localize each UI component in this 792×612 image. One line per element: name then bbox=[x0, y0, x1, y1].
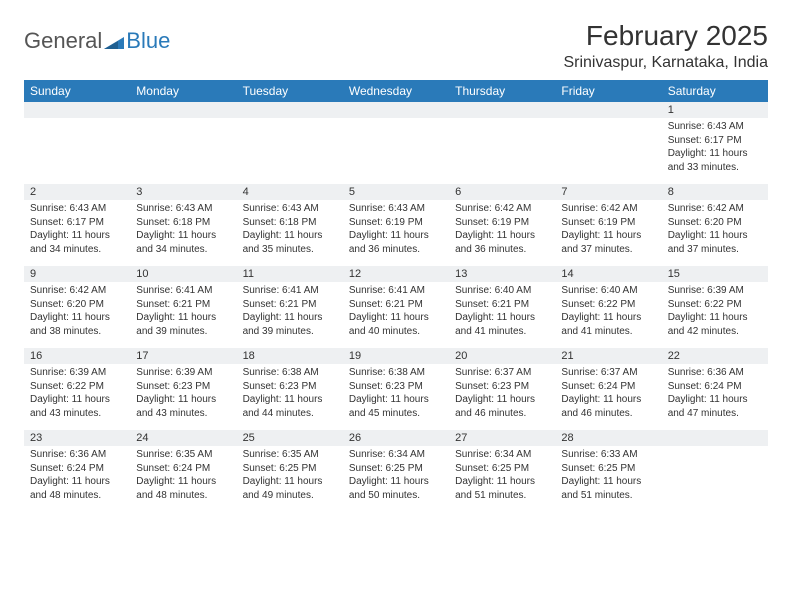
month-title: February 2025 bbox=[563, 20, 768, 52]
day-content-cell bbox=[237, 118, 343, 184]
day-number-cell bbox=[24, 102, 130, 118]
daynum-row: 16171819202122 bbox=[24, 348, 768, 364]
day-number-cell: 14 bbox=[555, 266, 661, 282]
day-content-cell: Sunrise: 6:34 AM Sunset: 6:25 PM Dayligh… bbox=[343, 446, 449, 512]
day-number-cell: 10 bbox=[130, 266, 236, 282]
day-content-cell: Sunrise: 6:39 AM Sunset: 6:22 PM Dayligh… bbox=[24, 364, 130, 430]
day-content-cell: Sunrise: 6:41 AM Sunset: 6:21 PM Dayligh… bbox=[237, 282, 343, 348]
day-number-cell: 28 bbox=[555, 430, 661, 446]
day-number-cell: 9 bbox=[24, 266, 130, 282]
day-number-cell: 21 bbox=[555, 348, 661, 364]
day-content-cell: Sunrise: 6:40 AM Sunset: 6:22 PM Dayligh… bbox=[555, 282, 661, 348]
day-number-cell: 11 bbox=[237, 266, 343, 282]
day-number-cell bbox=[555, 102, 661, 118]
day-content-cell bbox=[130, 118, 236, 184]
day-number-cell: 17 bbox=[130, 348, 236, 364]
weekday-fri: Friday bbox=[555, 80, 661, 102]
day-content-cell bbox=[662, 446, 768, 512]
day-number-cell: 15 bbox=[662, 266, 768, 282]
day-content-cell: Sunrise: 6:41 AM Sunset: 6:21 PM Dayligh… bbox=[130, 282, 236, 348]
content-row: Sunrise: 6:42 AM Sunset: 6:20 PM Dayligh… bbox=[24, 282, 768, 348]
day-number-cell: 20 bbox=[449, 348, 555, 364]
weekday-tue: Tuesday bbox=[237, 80, 343, 102]
day-number-cell: 13 bbox=[449, 266, 555, 282]
day-content-cell: Sunrise: 6:40 AM Sunset: 6:21 PM Dayligh… bbox=[449, 282, 555, 348]
day-number-cell: 1 bbox=[662, 102, 768, 118]
calendar-page: General Blue February 2025 Srinivaspur, … bbox=[0, 0, 792, 532]
day-content-cell: Sunrise: 6:42 AM Sunset: 6:19 PM Dayligh… bbox=[449, 200, 555, 266]
day-content-cell: Sunrise: 6:43 AM Sunset: 6:18 PM Dayligh… bbox=[130, 200, 236, 266]
title-block: February 2025 Srinivaspur, Karnataka, In… bbox=[563, 20, 768, 72]
day-number-cell: 18 bbox=[237, 348, 343, 364]
page-header: General Blue February 2025 Srinivaspur, … bbox=[24, 20, 768, 72]
content-row: Sunrise: 6:39 AM Sunset: 6:22 PM Dayligh… bbox=[24, 364, 768, 430]
day-content-cell: Sunrise: 6:42 AM Sunset: 6:19 PM Dayligh… bbox=[555, 200, 661, 266]
content-row: Sunrise: 6:36 AM Sunset: 6:24 PM Dayligh… bbox=[24, 446, 768, 512]
day-content-cell: Sunrise: 6:43 AM Sunset: 6:17 PM Dayligh… bbox=[662, 118, 768, 184]
daynum-row: 9101112131415 bbox=[24, 266, 768, 282]
day-number-cell bbox=[343, 102, 449, 118]
day-content-cell bbox=[449, 118, 555, 184]
day-number-cell: 23 bbox=[24, 430, 130, 446]
weekday-header-row: Sunday Monday Tuesday Wednesday Thursday… bbox=[24, 80, 768, 102]
day-number-cell: 5 bbox=[343, 184, 449, 200]
day-number-cell: 24 bbox=[130, 430, 236, 446]
day-number-cell: 8 bbox=[662, 184, 768, 200]
calendar-body: 1Sunrise: 6:43 AM Sunset: 6:17 PM Daylig… bbox=[24, 102, 768, 512]
day-content-cell: Sunrise: 6:38 AM Sunset: 6:23 PM Dayligh… bbox=[237, 364, 343, 430]
weekday-sat: Saturday bbox=[662, 80, 768, 102]
day-number-cell: 4 bbox=[237, 184, 343, 200]
day-content-cell: Sunrise: 6:39 AM Sunset: 6:22 PM Dayligh… bbox=[662, 282, 768, 348]
day-content-cell: Sunrise: 6:42 AM Sunset: 6:20 PM Dayligh… bbox=[662, 200, 768, 266]
day-content-cell bbox=[343, 118, 449, 184]
day-content-cell bbox=[555, 118, 661, 184]
day-content-cell: Sunrise: 6:41 AM Sunset: 6:21 PM Dayligh… bbox=[343, 282, 449, 348]
day-content-cell: Sunrise: 6:33 AM Sunset: 6:25 PM Dayligh… bbox=[555, 446, 661, 512]
day-content-cell bbox=[24, 118, 130, 184]
day-content-cell: Sunrise: 6:35 AM Sunset: 6:24 PM Dayligh… bbox=[130, 446, 236, 512]
day-content-cell: Sunrise: 6:37 AM Sunset: 6:23 PM Dayligh… bbox=[449, 364, 555, 430]
day-content-cell: Sunrise: 6:38 AM Sunset: 6:23 PM Dayligh… bbox=[343, 364, 449, 430]
day-content-cell: Sunrise: 6:43 AM Sunset: 6:19 PM Dayligh… bbox=[343, 200, 449, 266]
day-number-cell: 12 bbox=[343, 266, 449, 282]
location-label: Srinivaspur, Karnataka, India bbox=[563, 54, 768, 72]
daynum-row: 2345678 bbox=[24, 184, 768, 200]
day-content-cell: Sunrise: 6:36 AM Sunset: 6:24 PM Dayligh… bbox=[662, 364, 768, 430]
day-content-cell: Sunrise: 6:43 AM Sunset: 6:17 PM Dayligh… bbox=[24, 200, 130, 266]
day-content-cell: Sunrise: 6:39 AM Sunset: 6:23 PM Dayligh… bbox=[130, 364, 236, 430]
logo: General Blue bbox=[24, 20, 170, 54]
day-number-cell: 16 bbox=[24, 348, 130, 364]
content-row: Sunrise: 6:43 AM Sunset: 6:17 PM Dayligh… bbox=[24, 200, 768, 266]
weekday-wed: Wednesday bbox=[343, 80, 449, 102]
day-number-cell: 3 bbox=[130, 184, 236, 200]
day-number-cell: 2 bbox=[24, 184, 130, 200]
calendar-table: Sunday Monday Tuesday Wednesday Thursday… bbox=[24, 80, 768, 512]
day-number-cell: 6 bbox=[449, 184, 555, 200]
day-content-cell: Sunrise: 6:43 AM Sunset: 6:18 PM Dayligh… bbox=[237, 200, 343, 266]
daynum-row: 1 bbox=[24, 102, 768, 118]
day-content-cell: Sunrise: 6:34 AM Sunset: 6:25 PM Dayligh… bbox=[449, 446, 555, 512]
day-content-cell: Sunrise: 6:36 AM Sunset: 6:24 PM Dayligh… bbox=[24, 446, 130, 512]
day-number-cell: 19 bbox=[343, 348, 449, 364]
day-number-cell: 27 bbox=[449, 430, 555, 446]
logo-text-blue: Blue bbox=[126, 28, 170, 54]
day-content-cell: Sunrise: 6:42 AM Sunset: 6:20 PM Dayligh… bbox=[24, 282, 130, 348]
day-number-cell bbox=[662, 430, 768, 446]
day-content-cell: Sunrise: 6:35 AM Sunset: 6:25 PM Dayligh… bbox=[237, 446, 343, 512]
day-number-cell: 22 bbox=[662, 348, 768, 364]
content-row: Sunrise: 6:43 AM Sunset: 6:17 PM Dayligh… bbox=[24, 118, 768, 184]
day-number-cell bbox=[449, 102, 555, 118]
logo-text-general: General bbox=[24, 28, 102, 54]
day-content-cell: Sunrise: 6:37 AM Sunset: 6:24 PM Dayligh… bbox=[555, 364, 661, 430]
day-number-cell: 26 bbox=[343, 430, 449, 446]
day-number-cell bbox=[237, 102, 343, 118]
weekday-thu: Thursday bbox=[449, 80, 555, 102]
logo-triangle-icon bbox=[104, 33, 124, 49]
day-number-cell bbox=[130, 102, 236, 118]
day-number-cell: 7 bbox=[555, 184, 661, 200]
day-number-cell: 25 bbox=[237, 430, 343, 446]
daynum-row: 232425262728 bbox=[24, 430, 768, 446]
weekday-sun: Sunday bbox=[24, 80, 130, 102]
weekday-mon: Monday bbox=[130, 80, 236, 102]
